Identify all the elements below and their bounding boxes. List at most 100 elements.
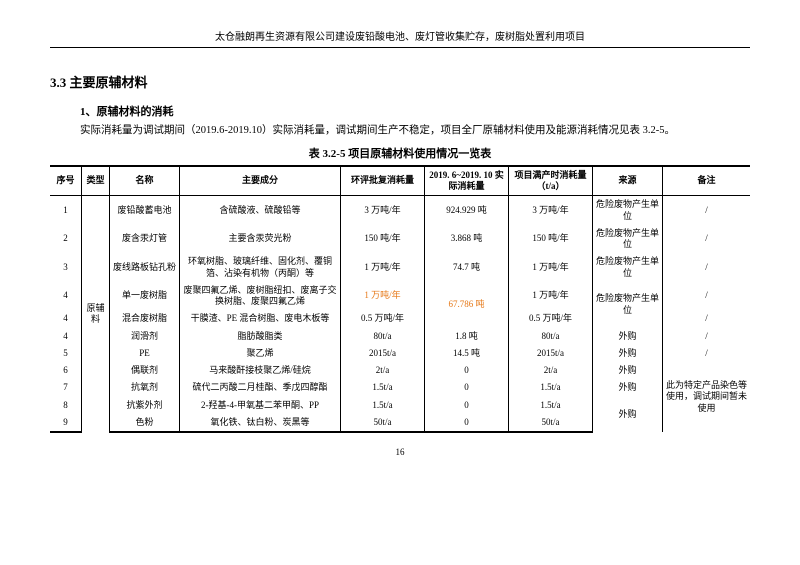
th-fullcap: 项目满产时消耗量（t/a）	[509, 166, 593, 196]
th-note: 备注	[663, 166, 751, 196]
cell-actual: 924.929 吨	[425, 196, 509, 225]
cell-actual: 74.7 吨	[425, 253, 509, 282]
cell-name: 混合废树脂	[110, 310, 180, 327]
cell-name: 抗氧剂	[110, 379, 180, 396]
cell-comp: 主要含汞荧光粉	[180, 225, 341, 254]
cell-note: /	[663, 310, 751, 327]
cell-note: /	[663, 253, 751, 282]
cell-comp: 含硫酸液、硫酸铅等	[180, 196, 341, 225]
cell-note: /	[663, 282, 751, 311]
cell-actual: 0	[425, 414, 509, 432]
cell-fullcap: 0.5 万吨/年	[509, 310, 593, 327]
cell-approved: 1.5t/a	[341, 397, 425, 414]
cell-name: 偶联剂	[110, 362, 180, 379]
cell-name: 单一废树脂	[110, 282, 180, 311]
table-row: 7 抗氧剂 硫代二丙酸二月桂酯、季戊四醇酯 1.5t/a 0 1.5t/a 外购	[50, 379, 750, 396]
intro-paragraph: 实际消耗量为调试期间（2019.6-2019.10）实际消耗量，调试期间生产不稳…	[80, 123, 750, 139]
cell-fullcap: 50t/a	[509, 414, 593, 432]
cell-name: PE	[110, 345, 180, 362]
cell-type: 原辅料	[82, 196, 110, 432]
section-title-text: 主要原辅材料	[70, 75, 148, 90]
cell-approved: 50t/a	[341, 414, 425, 432]
table-row: 6 偶联剂 马来酸酐接枝聚乙烯/硅烷 2t/a 0 2t/a 外购 此为特定产品…	[50, 362, 750, 379]
th-approved: 环评批复消耗量	[341, 166, 425, 196]
cell-name: 废铅酸蓄电池	[110, 196, 180, 225]
cell-source: 外购	[593, 345, 663, 362]
cell-no: 2	[50, 225, 82, 254]
cell-note: /	[663, 328, 751, 345]
cell-fullcap: 150 吨/年	[509, 225, 593, 254]
cell-comp: 环氧树脂、玻璃纤维、固化剂、覆铜箔、沾染有机物（丙酮）等	[180, 253, 341, 282]
cell-source: 危险废物产生单位	[593, 282, 663, 328]
th-no: 序号	[50, 166, 82, 196]
materials-table: 序号 类型 名称 主要成分 环评批复消耗量 2019. 6~2019. 10 实…	[50, 165, 750, 433]
cell-comp: 聚乙烯	[180, 345, 341, 362]
cell-no: 8	[50, 397, 82, 414]
cell-fullcap: 2015t/a	[509, 345, 593, 362]
page-number: 16	[50, 447, 750, 457]
cell-comp: 马来酸酐接枝聚乙烯/硅烷	[180, 362, 341, 379]
table-row: 1 原辅料 废铅酸蓄电池 含硫酸液、硫酸铅等 3 万吨/年 924.929 吨 …	[50, 196, 750, 225]
cell-source: 外购	[593, 379, 663, 396]
cell-approved: 1.5t/a	[341, 379, 425, 396]
cell-approved: 3 万吨/年	[341, 196, 425, 225]
cell-no: 4	[50, 310, 82, 327]
cell-name: 润滑剂	[110, 328, 180, 345]
cell-no: 9	[50, 414, 82, 432]
cell-approved: 1 万吨/年	[341, 282, 425, 311]
cell-source: 外购	[593, 397, 663, 433]
cell-note: /	[663, 225, 751, 254]
cell-approved: 2t/a	[341, 362, 425, 379]
table-header-row: 序号 类型 名称 主要成分 环评批复消耗量 2019. 6~2019. 10 实…	[50, 166, 750, 196]
cell-fullcap: 1.5t/a	[509, 397, 593, 414]
cell-name: 废含汞灯管	[110, 225, 180, 254]
section-title: 3.3 主要原辅材料	[50, 72, 750, 91]
cell-note: /	[663, 345, 751, 362]
th-type: 类型	[82, 166, 110, 196]
cell-approved: 2015t/a	[341, 345, 425, 362]
page-header: 太仓融朗再生资源有限公司建设废铅酸电池、废灯管收集贮存，废树脂处置利用项目	[50, 28, 750, 48]
section-number: 3.3	[50, 75, 66, 90]
cell-fullcap: 1.5t/a	[509, 379, 593, 396]
cell-comp: 2-羟基-4-甲氧基二苯甲酮、PP	[180, 397, 341, 414]
cell-comp: 脂肪酸脂类	[180, 328, 341, 345]
subsection-title: 原辅材料的消耗	[97, 106, 174, 118]
cell-name: 色粉	[110, 414, 180, 432]
cell-actual: 1.8 吨	[425, 328, 509, 345]
cell-source: 危险废物产生单位	[593, 196, 663, 225]
subsection-number: 1、	[80, 106, 97, 118]
cell-actual: 0	[425, 362, 509, 379]
cell-actual: 0	[425, 397, 509, 414]
cell-comp: 氧化铁、钛白粉、炭黑等	[180, 414, 341, 432]
cell-name: 废线路板钻孔粉	[110, 253, 180, 282]
cell-actual-merged: 67.786 吨	[425, 282, 509, 328]
cell-fullcap: 2t/a	[509, 362, 593, 379]
cell-no: 4	[50, 328, 82, 345]
cell-approved: 150 吨/年	[341, 225, 425, 254]
cell-source: 危险废物产生单位	[593, 253, 663, 282]
cell-note-span: 此为特定产品染色等使用，调试期间暂未使用	[663, 362, 751, 432]
cell-fullcap: 1 万吨/年	[509, 253, 593, 282]
table-row: 3 废线路板钻孔粉 环氧树脂、玻璃纤维、固化剂、覆铜箔、沾染有机物（丙酮）等 1…	[50, 253, 750, 282]
cell-name: 抗紫外剂	[110, 397, 180, 414]
cell-no: 4	[50, 282, 82, 311]
cell-source: 危险废物产生单位	[593, 225, 663, 254]
cell-source: 外购	[593, 362, 663, 379]
cell-approved: 0.5 万吨/年	[341, 310, 425, 327]
cell-comp: 硫代二丙酸二月桂酯、季戊四醇酯	[180, 379, 341, 396]
cell-comp: 干膜渣、PE 混合树脂、废电木板等	[180, 310, 341, 327]
cell-no: 3	[50, 253, 82, 282]
cell-approved: 1 万吨/年	[341, 253, 425, 282]
cell-actual: 3.868 吨	[425, 225, 509, 254]
cell-approved: 80t/a	[341, 328, 425, 345]
th-name: 名称	[110, 166, 180, 196]
cell-actual: 14.5 吨	[425, 345, 509, 362]
cell-source: 外购	[593, 328, 663, 345]
cell-no: 6	[50, 362, 82, 379]
cell-no: 1	[50, 196, 82, 225]
table-row: 4 润滑剂 脂肪酸脂类 80t/a 1.8 吨 80t/a 外购 /	[50, 328, 750, 345]
cell-fullcap: 1 万吨/年	[509, 282, 593, 311]
cell-no: 5	[50, 345, 82, 362]
table-caption: 表 3.2-5 项目原辅材料使用情况一览表	[50, 145, 750, 161]
cell-actual: 0	[425, 379, 509, 396]
